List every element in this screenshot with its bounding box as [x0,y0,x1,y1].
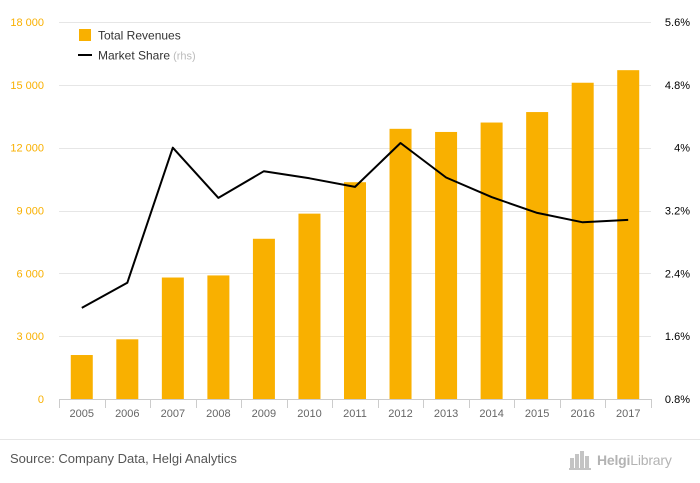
y-left-tick-label: 9 000 [16,206,44,218]
legend-swatch-square [79,29,91,41]
x-tick-label: 2016 [570,408,594,420]
x-tick-label: 2017 [616,408,640,420]
legend: Total Revenues Market Share (rhs) [78,29,196,63]
x-tick-label: 2013 [434,408,458,420]
brand-name: HelgiLibrary [597,452,672,468]
y-left-tick-label: 15 000 [10,80,44,92]
y-right-tick-label: 4.8% [665,80,690,92]
revenue-bar [344,182,366,399]
building-icon [569,451,591,470]
axes: 2005 2006 2007 2008 2009 2010 2011 2012 2013 2014… [10,17,690,420]
combo-chart: 2005 2006 2007 2008 2009 2010 2011 2012 2013 2014… [10,17,690,420]
revenue-bar [480,122,503,400]
y-right-tick-label: 1.6% [665,331,690,343]
revenue-bar [526,112,549,400]
y-right-tick-label: 2.4% [665,268,690,280]
x-tick-label: 2010 [297,408,321,420]
y-left-tick-label: 12 000 [10,143,44,155]
y-left-tick-label: 3 000 [16,331,44,343]
revenue-bar [161,277,184,399]
revenue-bar [116,339,139,399]
revenue-bar [617,70,640,399]
x-tick-label: 2014 [479,408,503,420]
revenue-bar [70,355,93,399]
legend-label-text: Total Revenues [98,29,181,43]
x-tick-label: 2012 [388,408,412,420]
y-right-tick-label: 5.6% [665,17,690,29]
y-left-tick-label: 0 [38,394,44,406]
brand-logo: HelgiLibrary [569,449,691,471]
y-right-tick-label: 0.8% [665,394,690,406]
y-left-tick-label: 18 000 [10,17,44,29]
revenue-bar [435,131,458,400]
legend-label-suffix: (rhs) [170,51,196,63]
footer-divider [0,439,700,440]
legend-label: Market Share (rhs) [98,49,196,63]
x-tick-label: 2015 [525,408,549,420]
y-left-tick-label: 6 000 [16,268,44,280]
legend-label-text: Market Share [98,49,170,63]
revenue-bar [252,238,275,399]
source-note: Source: Company Data, Helgi Analytics [10,451,237,466]
x-tick-label: 2011 [343,408,367,420]
x-tick-label: 2009 [252,408,276,420]
x-tick-label: 2007 [161,408,185,420]
x-tick-label: 2006 [115,408,139,420]
bar-series [70,70,640,400]
revenue-bar [571,82,594,399]
y-right-tick-label: 3.2% [665,206,690,218]
line-series [81,142,629,309]
revenue-bar [389,128,412,400]
x-tick-label: 2008 [206,408,230,420]
market-share-line [81,142,629,309]
y-right-tick-label: 4% [674,143,690,155]
revenue-bar [298,213,321,399]
revenue-bar [207,275,230,399]
legend-label: Total Revenues [98,29,181,43]
x-tick-label: 2005 [70,408,94,420]
